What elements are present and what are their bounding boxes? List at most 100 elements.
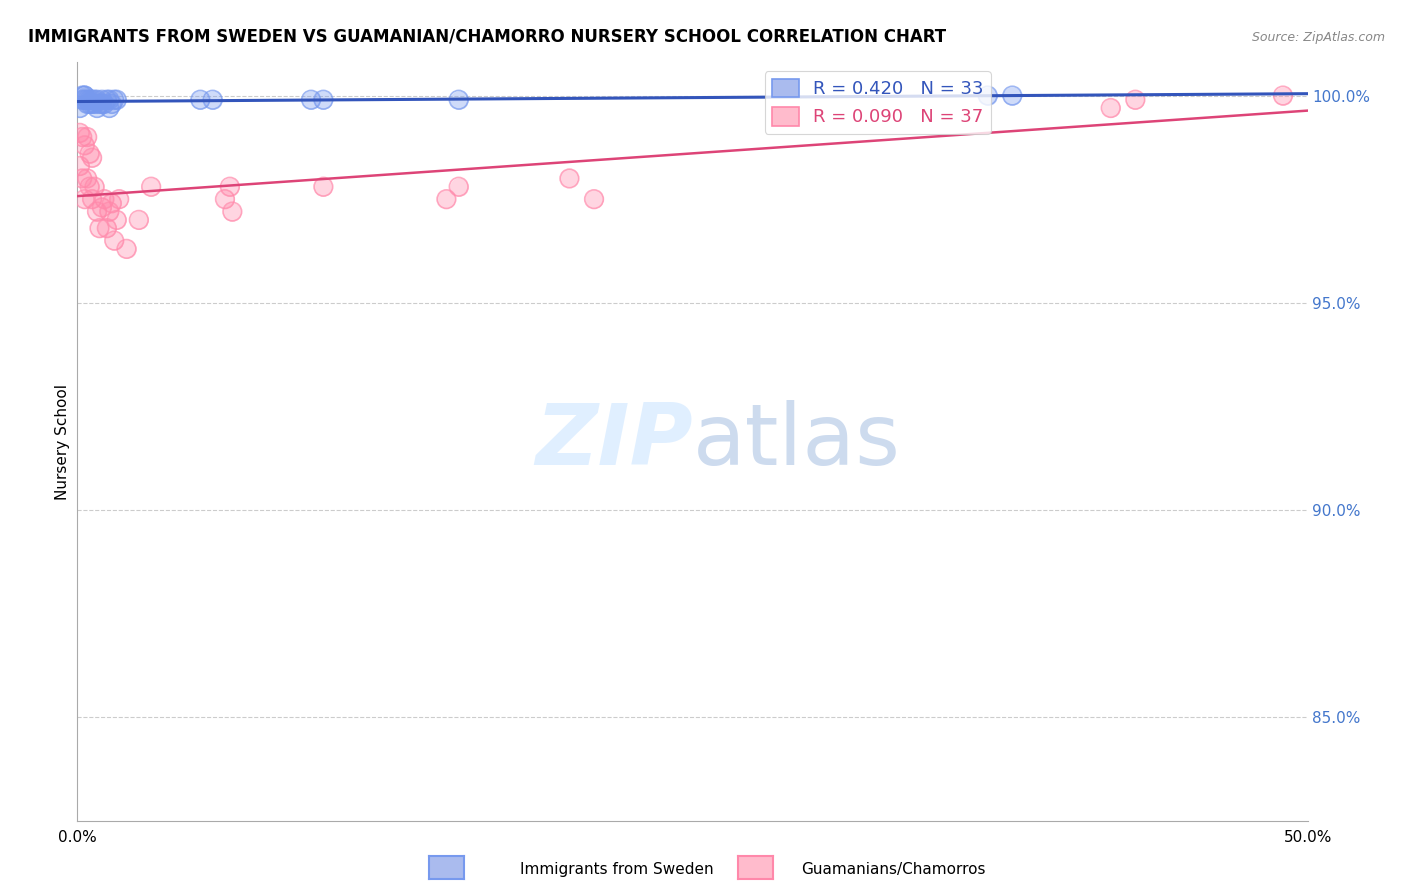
Point [312, 93, 335, 107]
Point [82, 151, 104, 165]
Point [1099, 101, 1122, 115]
Point [101, 96, 124, 111]
Point [83, 179, 105, 194]
Point [214, 192, 236, 206]
Point [86, 204, 108, 219]
Point [90, 96, 114, 111]
Point [90, 201, 114, 215]
Point [312, 179, 335, 194]
Y-axis label: Nursery School: Nursery School [55, 384, 70, 500]
Point [105, 213, 128, 227]
Point [82, 96, 104, 111]
Point [977, 88, 1000, 103]
Point [96, 93, 118, 107]
Point [98, 101, 121, 115]
Point [83, 93, 105, 107]
Point [69, 159, 91, 173]
Point [219, 179, 242, 194]
Point [70, 171, 93, 186]
Point [76, 171, 98, 186]
Point [447, 179, 470, 194]
Point [69, 101, 91, 115]
Point [89, 96, 111, 111]
Point [73, 138, 96, 153]
Point [86, 93, 108, 107]
Point [447, 179, 470, 194]
Point [82, 192, 104, 206]
Point [86, 101, 108, 115]
Point [73, 88, 96, 103]
Point [79, 93, 101, 107]
Point [447, 93, 470, 107]
Point [76, 93, 98, 107]
Point [98, 101, 121, 115]
Point [96, 93, 118, 107]
Point [128, 213, 150, 227]
Point [86, 204, 108, 219]
Point [93, 192, 115, 206]
Point [1125, 93, 1147, 107]
Point [103, 93, 125, 107]
Point [101, 196, 124, 211]
Point [73, 138, 96, 153]
Point [79, 179, 101, 194]
Point [90, 93, 114, 107]
Point [299, 93, 322, 107]
Point [73, 93, 96, 107]
Point [70, 93, 93, 107]
Point [101, 196, 124, 211]
Point [188, 93, 212, 107]
Text: Immigrants from Sweden: Immigrants from Sweden [520, 863, 714, 877]
Point [79, 179, 101, 194]
Point [83, 96, 105, 111]
Point [70, 88, 93, 103]
Point [141, 179, 163, 194]
Point [82, 93, 104, 107]
Point [73, 192, 96, 206]
Point [447, 93, 470, 107]
Point [128, 213, 150, 227]
Point [79, 146, 101, 161]
Point [583, 192, 606, 206]
Point [558, 171, 581, 186]
Point [70, 93, 93, 107]
Point [221, 204, 243, 219]
Point [89, 221, 111, 235]
Point [83, 179, 105, 194]
Point [436, 192, 458, 206]
Point [69, 101, 91, 115]
Point [69, 126, 91, 140]
Point [583, 192, 606, 206]
Point [108, 192, 131, 206]
Point [312, 179, 335, 194]
Point [93, 192, 115, 206]
Point [103, 93, 125, 107]
Point [1099, 101, 1122, 115]
Point [93, 96, 115, 111]
Point [214, 192, 236, 206]
Point [86, 101, 108, 115]
Point [76, 93, 98, 107]
Point [76, 130, 98, 145]
Point [69, 159, 91, 173]
Point [219, 179, 242, 194]
Point [79, 96, 101, 111]
Point [93, 96, 115, 111]
Point [76, 96, 98, 111]
Point [1125, 93, 1147, 107]
Text: Source: ZipAtlas.com: Source: ZipAtlas.com [1251, 31, 1385, 45]
Point [98, 93, 121, 107]
Point [96, 221, 118, 235]
Point [96, 221, 118, 235]
Point [69, 126, 91, 140]
Point [82, 151, 104, 165]
Point [90, 93, 114, 107]
Point [103, 234, 125, 248]
Point [105, 213, 128, 227]
Point [70, 171, 93, 186]
Point [73, 192, 96, 206]
Point [1272, 88, 1295, 103]
Point [82, 96, 104, 111]
Point [299, 93, 322, 107]
Point [1001, 88, 1024, 103]
